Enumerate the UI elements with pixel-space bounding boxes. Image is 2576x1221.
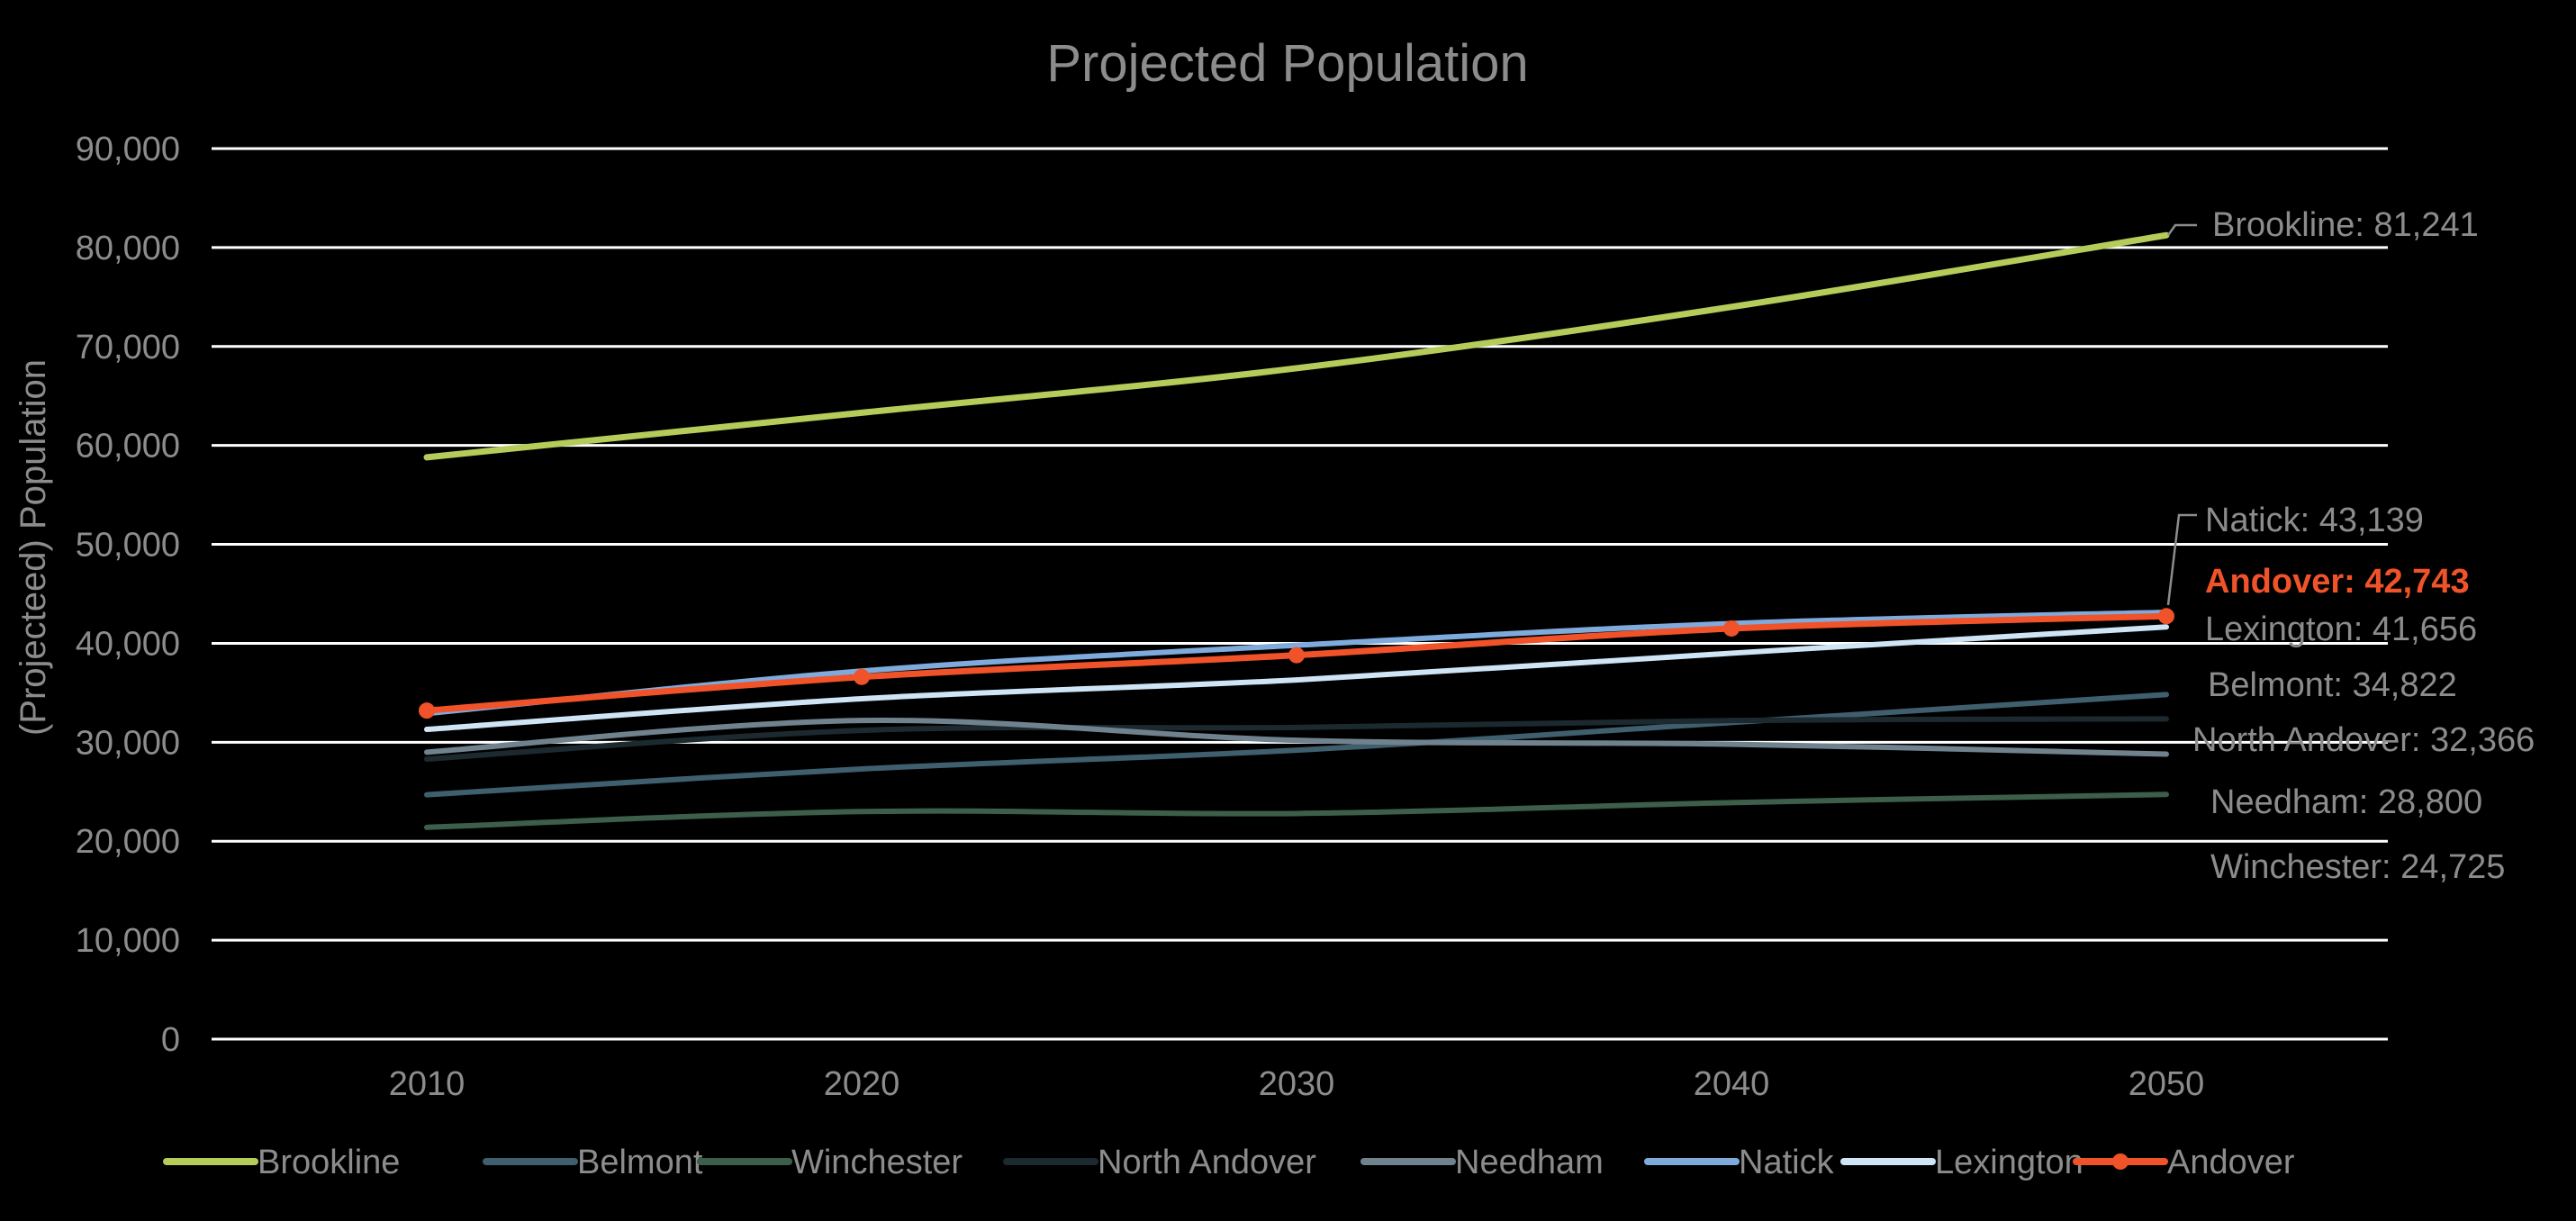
data-point-andover	[2158, 608, 2174, 625]
data-point-andover	[854, 668, 870, 685]
series-line-north-andover	[424, 716, 2169, 763]
legend-label: Natick	[1739, 1144, 1835, 1181]
x-axis-ticks: 2010 2020 2030 2040 2050	[389, 1065, 2205, 1103]
series-lines	[419, 231, 2174, 830]
legend-label: Belmont	[577, 1144, 703, 1181]
end-label-andover: Andover: 42,743	[2205, 563, 2470, 601]
legend-label: Brookline	[258, 1144, 400, 1181]
y-tick-label: 0	[161, 1021, 180, 1059]
leader-line-brookline	[2166, 223, 2197, 236]
x-tick-label: 2030	[1259, 1065, 1335, 1103]
data-point-andover	[1723, 620, 1740, 637]
y-tick-label: 60,000	[76, 428, 180, 466]
legend-item-north-andover: North Andover	[1003, 1144, 1316, 1181]
legend-item-natick: Natick	[1644, 1144, 1835, 1181]
series-line-needham	[424, 717, 2169, 757]
legend-label: Lexington	[1935, 1144, 2083, 1181]
end-label-winchester: Winchester: 24,725	[2210, 848, 2505, 886]
series-line-andover	[423, 612, 2170, 714]
x-tick-label: 2050	[2129, 1065, 2205, 1103]
y-tick-label: 50,000	[76, 527, 180, 565]
legend-item-belmont: Belmont	[483, 1144, 703, 1181]
y-tick-label: 30,000	[76, 724, 180, 762]
end-label-north-andover: North Andover: 32,366	[2192, 721, 2535, 759]
legend-label: Andover	[2167, 1144, 2295, 1181]
x-tick-label: 2040	[1694, 1065, 1770, 1103]
legend-label: Needham	[1455, 1144, 1604, 1181]
y-tick-label: 20,000	[76, 823, 180, 861]
legend-marker	[2112, 1153, 2129, 1170]
legend-item-brookline: Brookline	[163, 1144, 400, 1181]
end-label-needham: Needham: 28,800	[2210, 783, 2482, 821]
y-tick-label: 70,000	[76, 329, 180, 366]
leader-line-natick	[2166, 513, 2197, 606]
legend-item-winchester: Winchester	[697, 1144, 963, 1181]
end-label-belmont: Belmont: 34,822	[2208, 666, 2457, 704]
gridlines	[212, 147, 2388, 1041]
legend-label: North Andover	[1098, 1144, 1316, 1181]
series-line-lexington	[424, 624, 2169, 733]
x-tick-label: 2020	[824, 1065, 900, 1103]
legend-item-andover: Andover	[2073, 1144, 2295, 1181]
legend-label: Winchester	[791, 1144, 963, 1181]
y-axis-ticks: 0 10,000 20,000 30,000 40,000 50,000 60,000 70,…	[76, 131, 180, 1059]
y-tick-label: 90,000	[76, 131, 180, 168]
end-labels: Brookline: 81,241 Belmont: 34,822 Winchest…	[2166, 206, 2535, 886]
legend-item-needham: Needham	[1360, 1144, 1604, 1181]
y-axis-label: (Projecteed) Population	[14, 359, 53, 736]
chart-title: Projected Population	[1046, 34, 1528, 93]
end-label-natick: Natick: 43,139	[2205, 502, 2424, 539]
series-line-brookline	[423, 231, 2170, 461]
legend-item-lexington: Lexington	[1840, 1144, 2083, 1181]
y-tick-label: 80,000	[76, 230, 180, 267]
series-line-winchester	[424, 791, 2169, 830]
y-tick-label: 10,000	[76, 922, 180, 960]
end-label-lexington: Lexington: 41,656	[2205, 610, 2477, 648]
data-point-andover	[1288, 647, 1305, 664]
data-point-andover	[419, 702, 435, 719]
end-label-brookline: Brookline: 81,241	[2212, 206, 2479, 244]
legend: Brookline Belmont Winchester North Andover N…	[163, 1144, 2295, 1181]
series-line-belmont	[424, 692, 2169, 798]
y-tick-label: 40,000	[76, 625, 180, 663]
x-tick-label: 2010	[389, 1065, 465, 1103]
